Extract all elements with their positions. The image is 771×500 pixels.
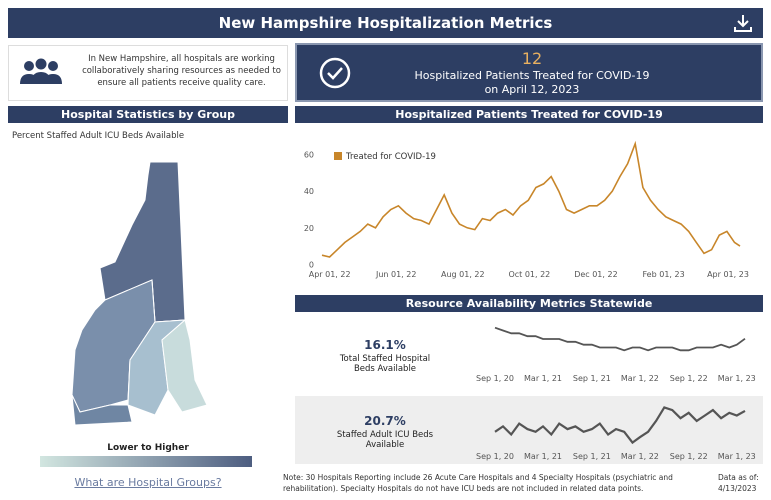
series-line [321,140,741,258]
series-line [494,326,746,352]
header-title: New Hampshire Hospitalization Metrics [218,14,553,32]
y-tick-label: 60 [304,151,314,160]
check-icon [319,57,351,89]
kpi-value: 12 [521,49,543,68]
kpi-box: 12 Hospitalized Patients Treated for COV… [295,43,763,102]
region-southwest[interactable] [71,394,133,426]
x-tick-label: Jun 01, 22 [375,270,417,279]
region-east[interactable] [161,319,208,413]
y-tick-label: 0 [309,260,314,269]
x-tick-label: Apr 01, 22 [309,270,351,279]
header: New Hampshire Hospitalization Metrics [8,8,763,38]
intro-box: In New Hampshire, all hospitals are work… [8,45,288,101]
map-title: Hospital Statistics by Group [8,106,288,123]
data-as-of: Data as of: 4/13/2023 [718,472,768,494]
legend-gradient [40,456,252,467]
as-of-date: 4/13/2023 [718,484,757,493]
people-icon [20,58,62,84]
legend-title: Lower to Higher [107,443,189,453]
download-icon[interactable] [733,13,753,33]
x-tick-label: Oct 01, 22 [508,270,550,279]
x-tick-label: Apr 01, 23 [707,270,749,279]
x-tick-label: Dec 01, 22 [574,270,617,279]
legend-label: Treated for COVID-19 [345,152,436,162]
map: Lower to Higher [40,161,252,467]
chart-title: Hospitalized Patients Treated for COVID-… [295,106,763,123]
groups-link[interactable]: What are Hospital Groups? [74,476,222,489]
map-subtitle: Percent Staffed Adult ICU Beds Available [12,131,185,141]
metric-label: Staffed Adult ICU Beds Available [336,430,434,450]
x-tick-label: Sep 1, 21 [573,374,611,383]
note: Note: 30 Hospitals Reporting include 26 … [283,473,673,493]
as-of-label: Data as of: [718,473,759,482]
x-tick-label: Mar 1, 22 [621,374,659,383]
x-tick-label: Feb 01, 23 [643,270,685,279]
metric-value: 20.7% [364,414,406,428]
x-tick-label: Sep 1, 22 [670,374,708,383]
metric-label: Total Staffed Hospital Beds Available [339,354,431,374]
x-tick-label: Sep 1, 20 [476,374,514,383]
y-tick-label: 40 [304,187,314,196]
x-tick-label: Mar 1, 21 [524,374,562,383]
intro-text: In New Hampshire, all hospitals are work… [82,54,281,88]
resources-title: Resource Availability Metrics Statewide [295,295,763,312]
y-tick-label: 20 [304,224,314,233]
legend-swatch [334,152,342,160]
metric-value: 16.1% [364,338,406,352]
kpi-label: Hospitalized Patients Treated for COVID-… [414,69,650,96]
region-north[interactable] [99,161,186,323]
x-tick-label: Aug 01, 22 [441,270,485,279]
x-tick-label: Mar 1, 23 [718,374,756,383]
